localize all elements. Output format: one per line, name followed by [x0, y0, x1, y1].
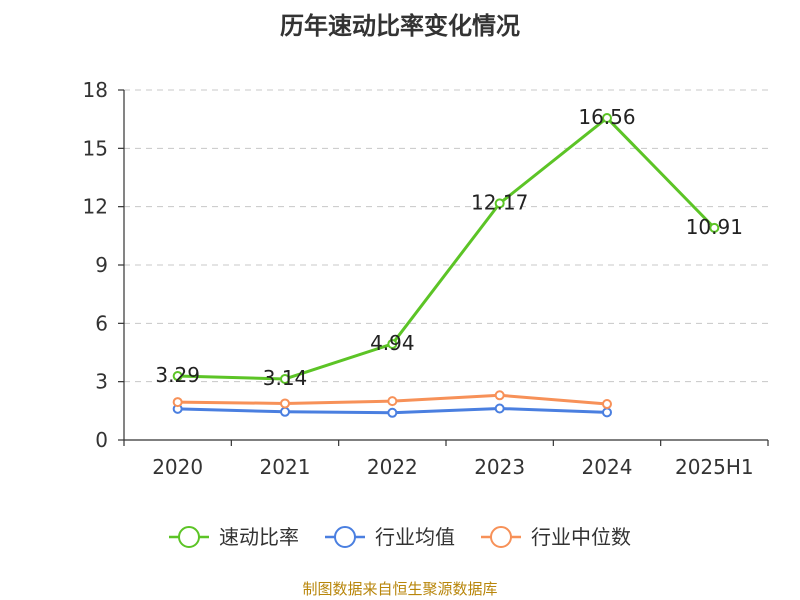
- legend-item-0[interactable]: 速动比率: [169, 525, 299, 549]
- data-point-2: [602, 399, 612, 410]
- x-tick-label: 2025H1: [675, 455, 754, 479]
- axes: 0 3 6 9 12 15 18 2020 2021 2022 2023 2024 2025H1: [83, 78, 769, 479]
- chart-title: 历年速动比率变化情况: [280, 12, 520, 40]
- legend-label: 速动比率: [219, 525, 299, 549]
- series-lines: [172, 113, 720, 418]
- y-tick-label: 3: [95, 370, 108, 394]
- data-point-1: [387, 407, 398, 418]
- legend-marker-icon: [490, 526, 512, 548]
- source-note: 制图数据来自恒生聚源数据库: [302, 580, 498, 598]
- data-label: 10.91: [686, 215, 743, 239]
- legend-label: 行业中位数: [531, 525, 631, 549]
- y-tick-label: 15: [83, 136, 108, 160]
- y-tick-label: 0: [95, 428, 108, 452]
- y-tick-label: 12: [83, 195, 108, 219]
- grid-lines: [124, 89, 768, 383]
- data-label: 4.94: [370, 331, 415, 355]
- data-point-1: [494, 403, 505, 414]
- data-label: 3.29: [155, 363, 200, 387]
- data-point-1: [602, 407, 612, 418]
- x-tick-label: 2022: [367, 455, 418, 479]
- data-point-0: [602, 113, 612, 123]
- y-tick-label: 18: [83, 78, 108, 102]
- data-point-2: [494, 390, 505, 401]
- legend-item-1[interactable]: 行业均值: [325, 525, 455, 549]
- x-tick-label: 2020: [152, 455, 203, 479]
- data-labels: 3.29 3.14 4.94 12.17 16.56 10.91: [155, 105, 743, 390]
- x-tick-label: 2023: [474, 455, 525, 479]
- legend-item-2[interactable]: 行业中位数: [481, 525, 631, 549]
- legend[interactable]: 速动比率 行业均值 行业中位数: [169, 525, 631, 549]
- data-point-0: [709, 222, 720, 233]
- y-tick-label: 6: [95, 311, 108, 335]
- x-tick-label: 2021: [260, 455, 311, 479]
- data-point-0: [387, 338, 398, 349]
- x-tick-label: 2024: [582, 455, 633, 479]
- data-point-2: [387, 396, 398, 407]
- data-label: 16.56: [578, 105, 635, 129]
- data-point-0: [172, 371, 183, 382]
- y-tick-label: 9: [95, 253, 108, 277]
- legend-marker-icon: [178, 526, 200, 548]
- data-point-0: [494, 198, 505, 209]
- series-line-0: [177, 116, 716, 381]
- legend-marker-icon: [334, 526, 356, 548]
- data-label: 3.14: [263, 366, 308, 390]
- data-point-2: [280, 398, 290, 409]
- data-label: 12.17: [471, 190, 528, 214]
- data-point-2: [172, 397, 183, 408]
- data-point-1: [280, 406, 290, 417]
- data-point-0: [280, 373, 290, 384]
- legend-label: 行业均值: [375, 525, 455, 549]
